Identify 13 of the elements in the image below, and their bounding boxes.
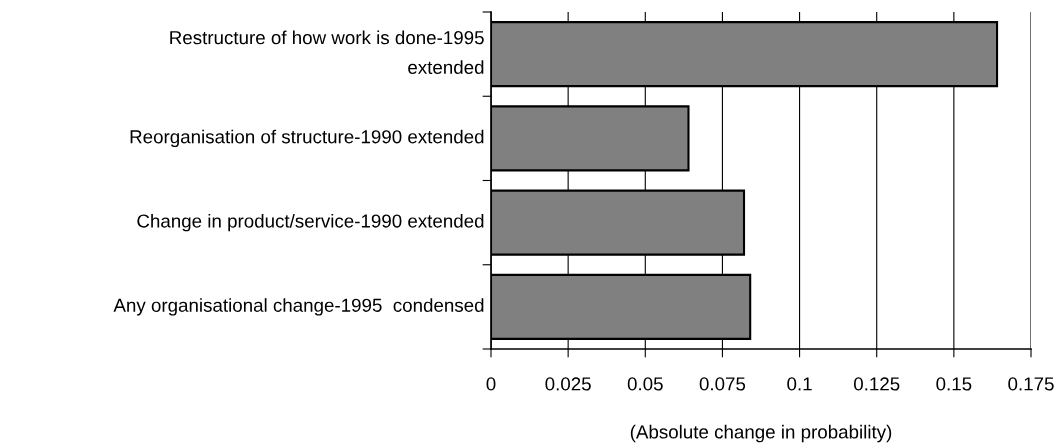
x-tick-label: 0.025 bbox=[545, 377, 591, 391]
y-tick-label: Change in product/service-1990 extended bbox=[137, 213, 484, 232]
x-axis-title: (Absolute change in probability) bbox=[630, 424, 892, 443]
x-tick-label: 0.175 bbox=[1008, 377, 1054, 391]
x-tick-label: 0.075 bbox=[699, 377, 746, 391]
x-tick-label: 0 bbox=[486, 377, 496, 391]
x-tick-label: 0.1 bbox=[787, 377, 812, 391]
y-tick-label: Any organisational change-1995 condensed bbox=[113, 298, 484, 316]
x-tick-label: 0.125 bbox=[853, 377, 900, 391]
y-tick-label: Reorganisation of structure-1990 extended bbox=[130, 129, 484, 148]
y-tick-label: Restructure of how work is done-1995 extended bbox=[170, 30, 484, 75]
x-tick-label: 0.05 bbox=[627, 377, 663, 391]
x-tick-label: 0.15 bbox=[936, 377, 972, 391]
